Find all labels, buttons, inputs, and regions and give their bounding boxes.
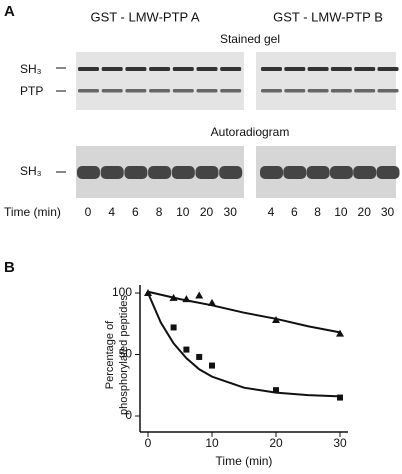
band — [171, 166, 195, 179]
band — [377, 89, 399, 93]
band — [101, 67, 123, 71]
band — [125, 89, 147, 93]
point — [209, 362, 215, 369]
band — [100, 166, 124, 179]
lane-label: 0 — [85, 205, 92, 219]
band — [148, 166, 172, 179]
lane-label: 20 — [200, 205, 214, 219]
point — [273, 387, 279, 394]
band-label: SH₃ — [20, 62, 42, 76]
lane-label: 4 — [108, 205, 115, 219]
section-title: Autoradiogram — [211, 125, 290, 139]
band — [306, 166, 330, 179]
band-label: SH₃ — [20, 164, 42, 178]
lane-label: 8 — [314, 205, 321, 219]
y-tick-label: 100 — [112, 285, 132, 299]
band — [149, 89, 171, 93]
band — [261, 89, 282, 93]
band — [101, 89, 123, 93]
band — [330, 67, 352, 71]
band — [196, 67, 218, 71]
point — [196, 353, 203, 360]
fit-line — [147, 292, 341, 398]
band — [330, 89, 352, 93]
lane-label: 10 — [334, 205, 348, 219]
band — [196, 89, 218, 93]
band — [307, 89, 329, 93]
x-tick-label: 10 — [205, 436, 219, 450]
time-label: Time (min) — [4, 205, 61, 219]
panel-label: A — [4, 3, 15, 20]
band — [220, 89, 242, 93]
lane-label: 6 — [291, 205, 298, 219]
band — [284, 89, 306, 93]
band — [354, 89, 376, 93]
lane-label: 30 — [224, 205, 238, 219]
section-title: Stained gel — [220, 32, 280, 46]
lane-label: 10 — [176, 205, 190, 219]
x-tick-label: 20 — [269, 436, 283, 450]
band — [77, 166, 100, 179]
gel — [256, 52, 396, 110]
x-tick-label: 0 — [145, 436, 152, 450]
point — [183, 346, 190, 353]
band — [172, 89, 194, 93]
band — [78, 67, 99, 71]
band — [124, 166, 148, 179]
band — [329, 166, 353, 179]
band — [260, 166, 283, 179]
y-axis-label: Percentage of — [104, 320, 116, 389]
lane-label: 20 — [358, 205, 372, 219]
y-tick-label: 0 — [125, 408, 132, 422]
band — [354, 67, 376, 71]
x-tick-label: 30 — [333, 436, 347, 450]
lane-label: 6 — [132, 205, 139, 219]
band — [376, 166, 400, 179]
panel-label: B — [4, 259, 15, 276]
band — [219, 166, 243, 179]
point — [170, 324, 177, 331]
gel — [76, 52, 244, 110]
lane-label: 4 — [268, 205, 275, 219]
band — [78, 89, 99, 93]
y-axis-label: phosphorylated peptides — [118, 295, 130, 415]
band — [353, 166, 377, 179]
lane-label: 30 — [381, 205, 395, 219]
band — [149, 67, 171, 71]
point — [336, 329, 344, 337]
lane-label: 8 — [156, 205, 163, 219]
y-tick-label: 50 — [119, 347, 133, 361]
fit-line — [147, 290, 341, 334]
band — [261, 67, 282, 71]
header: GST - LMW-PTP A — [90, 9, 199, 24]
band — [283, 166, 307, 179]
point — [337, 394, 343, 401]
band — [195, 166, 219, 179]
band — [172, 67, 194, 71]
band-label: PTP — [20, 84, 43, 98]
band — [307, 67, 329, 71]
header: GST - LMW-PTP B — [273, 9, 383, 24]
point — [195, 291, 204, 299]
band — [220, 67, 242, 71]
x-axis-label: Time (min) — [216, 454, 273, 468]
band — [377, 67, 399, 71]
band — [284, 67, 306, 71]
band — [125, 67, 147, 71]
